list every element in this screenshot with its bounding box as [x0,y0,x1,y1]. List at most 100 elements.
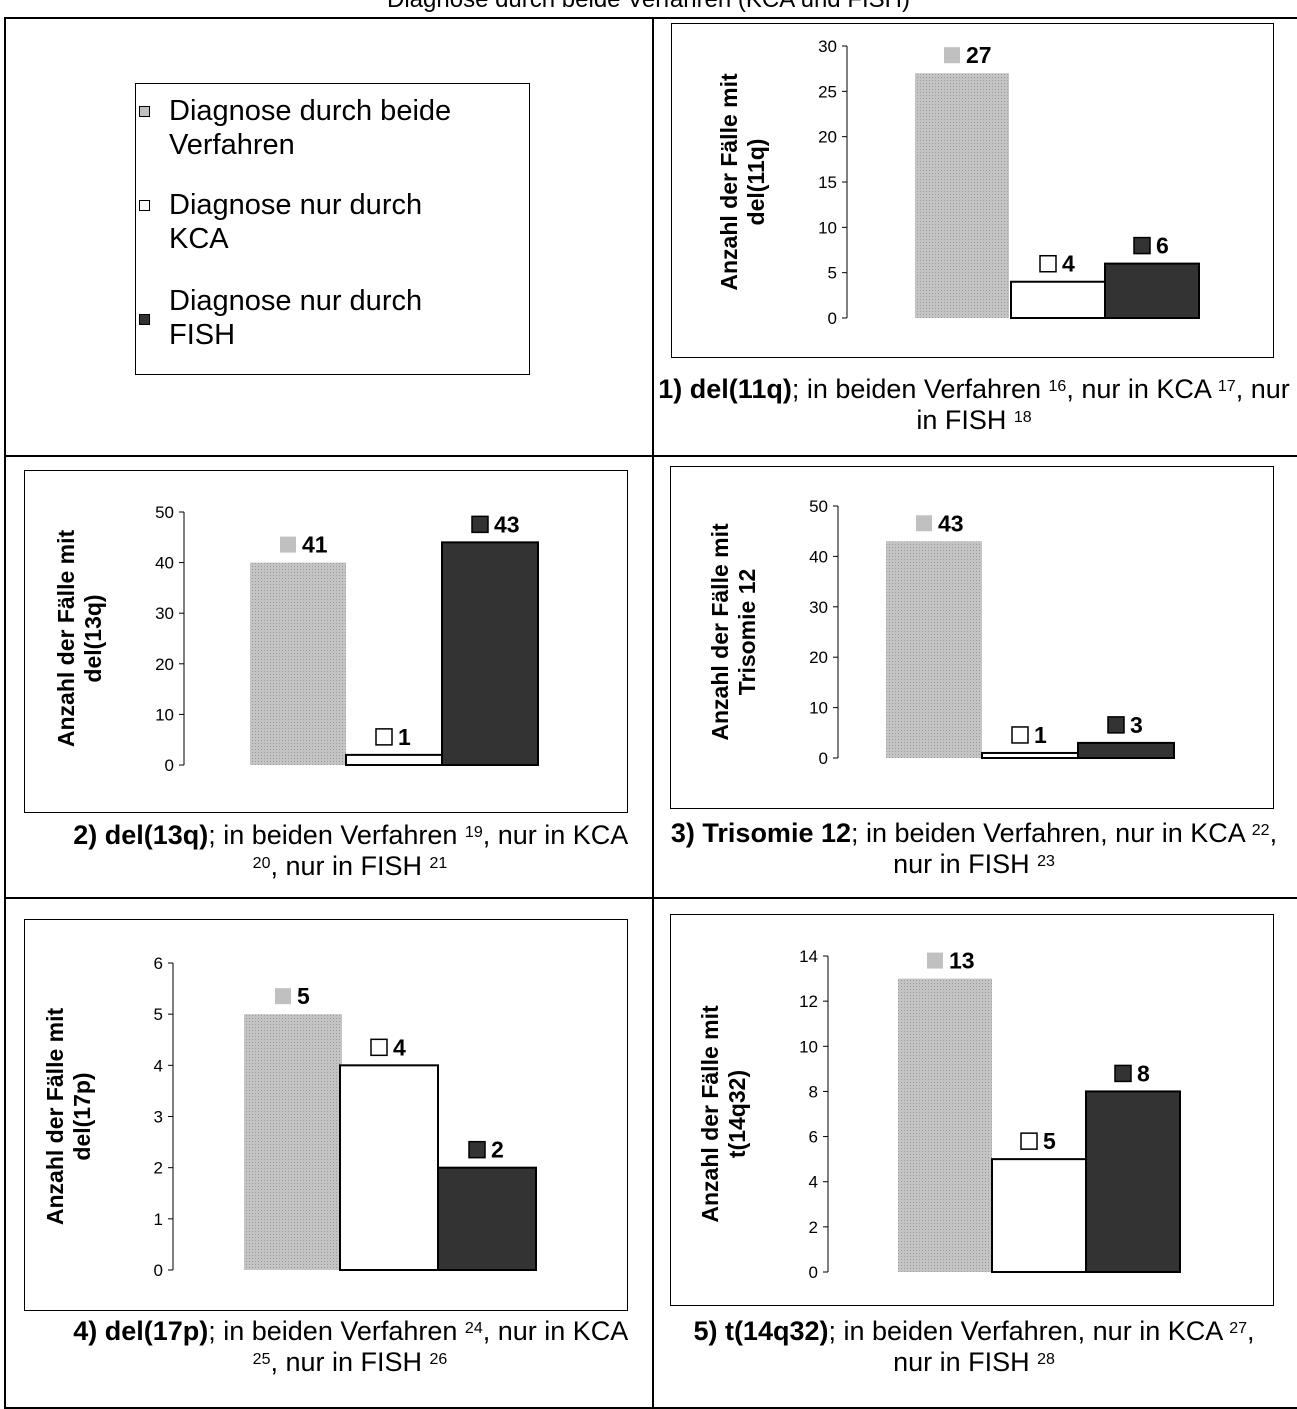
y-tick-label: 30 [155,604,174,623]
data-label: 5 [297,983,310,1009]
bar-fish [1085,1090,1181,1273]
data-label-swatch [1133,236,1151,255]
bar-fish [1104,262,1200,320]
y-tick-label: 6 [809,1128,818,1147]
top-text-clip: Diagnose durch beide Verfahren (KCA und … [0,0,1297,18]
y-axis-label: Anzahl der Fälle mitTrisomie 12 [707,523,760,741]
bar-fish [437,1166,537,1272]
bar-kca [1010,280,1106,320]
bar-fish [441,541,539,766]
data-label: 4 [1062,251,1075,277]
bar-both [886,541,982,758]
chart-del11q: 0 5 10 15 20 25 30 Anzahl der Fälle mitdel(11q)… [671,23,1274,358]
caption-4-bold: 4) del(17p) [73,1316,209,1346]
bar-both [250,562,346,765]
y-tick-label: 15 [818,173,837,192]
data-label: 5 [1043,1128,1056,1154]
data-label: 43 [938,510,964,536]
legend-label-fish-line2: FISH [169,319,236,351]
y-tick-label: 20 [818,128,837,147]
bar-both [244,1014,342,1270]
bar-kca [981,751,1079,759]
legend-label-kca-line2: KCA [169,223,229,255]
caption-chart-1: 1) del(11q); in beiden Verfahren 16, nur… [658,374,1290,435]
legend-label-both-line2: Verfahren [169,129,295,161]
bar-kca [339,1064,439,1271]
data-label-swatch [275,988,291,1005]
data-label: 4 [393,1034,406,1060]
y-tick-label: 0 [819,749,828,768]
y-tick-label: 14 [799,947,818,966]
chart-del13q: 0 10 20 30 40 50 Anzahl der Fälle mitdel(13q) 4… [24,470,628,813]
y-tick-label: 10 [799,1037,818,1056]
chart-del17p: 0 1 2 3 4 5 6 Anzahl der Fälle mitdel(17p) 5 4 2 [24,919,628,1311]
y-tick-label: 2 [809,1218,818,1237]
y-tick-label: 30 [809,598,828,617]
bar-both [915,73,1009,318]
cell-chart-3 [654,457,1297,899]
y-tick-label: 10 [818,218,837,237]
y-tick-label: 50 [155,503,174,522]
legend-swatch-both [139,106,150,117]
data-label: 1 [398,724,411,750]
y-tick-label: 40 [155,554,174,573]
y-tick-label: 0 [154,1261,163,1280]
legend: Diagnose durch beide Verfahren Diagnose … [135,83,530,375]
legend-label-fish-line1: Diagnose nur durch [169,285,423,317]
y-axis-label: Anzahl der Fälle mitdel(13q) [53,530,106,748]
bar-kca [345,753,443,767]
data-label-swatch [370,1038,388,1057]
bar-fish [1077,741,1175,760]
data-label-swatch [916,515,932,532]
data-label-swatch [1011,726,1029,744]
y-axis-label: Anzahl der Fälle mitdel(11q) [716,73,769,291]
y-tick-label: 1 [154,1210,163,1229]
caption-chart-5: 5) t(14q32); in beiden Verfahren, nur in… [693,1316,1255,1377]
y-tick-label: 4 [154,1056,163,1075]
data-label-swatch [468,1140,486,1159]
data-label: 1 [1034,722,1047,748]
legend-label-kca-line1: Diagnose nur durch [169,189,423,221]
caption-3-bold: 3) Trisomie 12 [670,818,851,848]
data-label: 3 [1130,712,1143,738]
y-tick-label: 0 [828,309,837,328]
data-label: 43 [494,511,520,537]
caption-chart-4: 4) del(17p); in beiden Verfahren 24, nur… [73,1316,627,1377]
y-tick-label: 3 [154,1108,163,1127]
data-label-swatch [1114,1064,1132,1083]
data-label-swatch [1039,254,1057,273]
legend-label-both-line1: Diagnose durch beide [169,95,452,127]
cell-chart-2 [6,457,654,899]
y-tick-label: 5 [828,264,837,283]
data-label-swatch [471,515,489,534]
caption-2-bold: 2) del(13q) [73,820,209,850]
cell-chart-1 [654,19,1297,457]
data-label-swatch [1020,1132,1038,1150]
y-tick-label: 25 [818,82,837,101]
data-label: 2 [491,1137,504,1163]
y-tick-label: 10 [155,705,174,724]
data-label: 8 [1137,1060,1150,1086]
caption-5-bold: 5) t(14q32) [693,1316,829,1346]
y-tick-label: 0 [809,1263,818,1282]
caption-chart-2: 2) del(13q); in beiden Verfahren 19, nur… [73,820,627,881]
chart-trisomie12: 0 10 20 30 40 50 Anzahl der Fälle mitTrisomie … [670,466,1274,809]
y-tick-label: 20 [155,655,174,674]
y-tick-label: 5 [154,1005,163,1024]
y-tick-label: 2 [154,1159,163,1178]
data-label-swatch [375,728,393,746]
data-label-swatch [280,536,296,553]
data-label: 13 [949,948,975,974]
y-tick-label: 50 [809,497,828,516]
caption-chart-3: 3) Trisomie 12; in beiden Verfahren, nur… [670,818,1278,879]
data-label-swatch [1107,716,1125,734]
y-tick-label: 6 [154,954,163,973]
y-tick-label: 8 [809,1082,818,1101]
data-label-swatch [944,47,960,64]
data-label: 6 [1156,233,1169,259]
y-tick-label: 20 [809,648,828,667]
bar-both [898,978,992,1272]
data-label-swatch [927,952,943,969]
y-tick-label: 40 [809,547,828,566]
legend-swatch-kca [139,200,150,211]
